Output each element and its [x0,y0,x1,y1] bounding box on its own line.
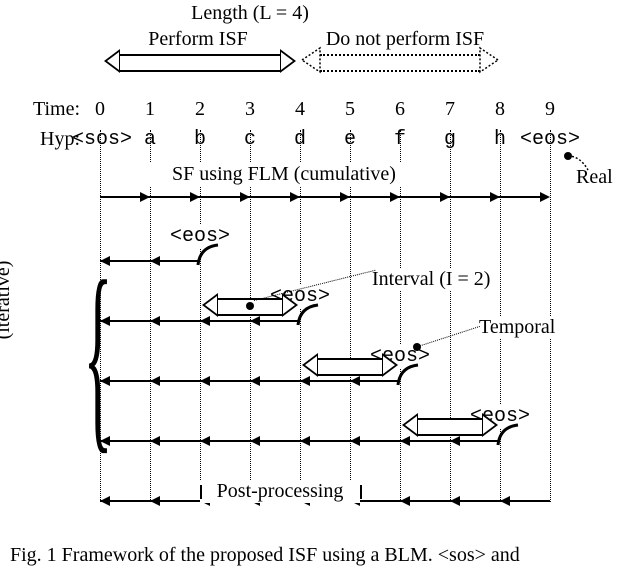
isf-row1-h [150,256,160,266]
interval-label: Interval (I = 2) [370,268,492,291]
figure: Length (L = 4) Perform ISF Do not perfor… [0,0,640,576]
interval-arrow-r [282,293,298,317]
time-2: 2 [185,98,215,121]
hyp-8: h [485,128,515,151]
isf-blm-label-2: (iterative) [0,220,15,380]
noperform-arrow-right [478,46,500,74]
post-h [400,496,410,506]
isf-row4-h [450,436,460,446]
noperform-title: Do not perform ISF [305,28,505,51]
brace-icon: { [84,250,113,460]
eos-curve-4 [496,423,520,447]
sf-fwd-h [140,192,150,202]
post-tick-r [360,485,362,499]
post-h [450,496,460,506]
isf-row3-h [350,376,360,386]
sf-fwd-h [540,192,550,202]
isf-row2-h [200,316,210,326]
sf-fwd-h [290,192,300,202]
post-h [500,496,510,506]
time-6: 6 [385,98,415,121]
interval-arrow-l [202,293,218,317]
sf-fwd-line [100,196,540,198]
figure-caption: Fig. 1 Framework of the proposed ISF usi… [0,544,640,567]
post-h [100,496,110,506]
row3-hollow-r [382,353,398,377]
isf-row4-h [250,436,260,446]
row3-hollow-body [318,358,382,376]
perform-title: Perform ISF [108,28,288,51]
isf-row4-h [150,436,160,446]
real-dotted [566,154,596,172]
eos-curve-3 [396,363,420,387]
hyp-2: b [185,128,215,151]
perform-arrow-body [120,54,280,72]
row4-hollow-r [482,413,498,437]
isf-row4-h [400,436,410,446]
eos-curve-1 [196,243,220,267]
noperform-arrow-body [320,54,480,72]
perform-arrow-right [280,49,296,73]
time-8: 8 [485,98,515,121]
post-h [150,496,160,506]
sf-fwd-h [390,192,400,202]
isf-row3-h [250,376,260,386]
hyp-0: <sos> [72,128,132,151]
time-5: 5 [335,98,365,121]
sf-fwd-h [190,192,200,202]
isf-row4-h [200,436,210,446]
hyp-5: e [335,128,365,151]
post-label: Post-processing [200,480,360,503]
length-title: Length (L = 4) [180,2,320,25]
row4-hollow-l [402,413,418,437]
temporal-label: Temporal [477,316,557,339]
post-tick-l [200,485,202,499]
isf-row3-h [300,376,310,386]
grid-line [450,130,451,502]
isf-row3-h [200,376,210,386]
perform-arrow-left [104,49,120,73]
hyp-3: c [235,128,265,151]
temporal-dotted [418,326,480,347]
time-3: 3 [235,98,265,121]
noperform-arrow-left [300,46,322,74]
time-9: 9 [535,98,565,121]
sf-fwd-h [240,192,250,202]
time-7: 7 [435,98,465,121]
row4-hollow-body [418,418,482,436]
sf-flm-label: SF using FLM (cumulative) [130,163,438,186]
isf-row4-h [300,436,310,446]
hyp-1: a [135,128,165,151]
time-label: Time: [0,98,80,121]
time-0: 0 [85,98,115,121]
row3-hollow-l [302,353,318,377]
sf-fwd-h [440,192,450,202]
isf-row4-h [350,436,360,446]
time-1: 1 [135,98,165,121]
time-4: 4 [285,98,315,121]
hyp-4: d [285,128,315,151]
sf-fwd-h [340,192,350,202]
hyp-6: f [385,128,415,151]
sf-fwd-h [490,192,500,202]
interval-dot [246,302,254,310]
isf-row2-h [250,316,260,326]
isf-row2-h [150,316,160,326]
eos-curve-2 [296,303,320,327]
hyp-label: Hyp: [0,128,80,151]
hyp-7: g [435,128,465,151]
hyp-9: <eos> [520,128,580,151]
isf-row3-h [150,376,160,386]
